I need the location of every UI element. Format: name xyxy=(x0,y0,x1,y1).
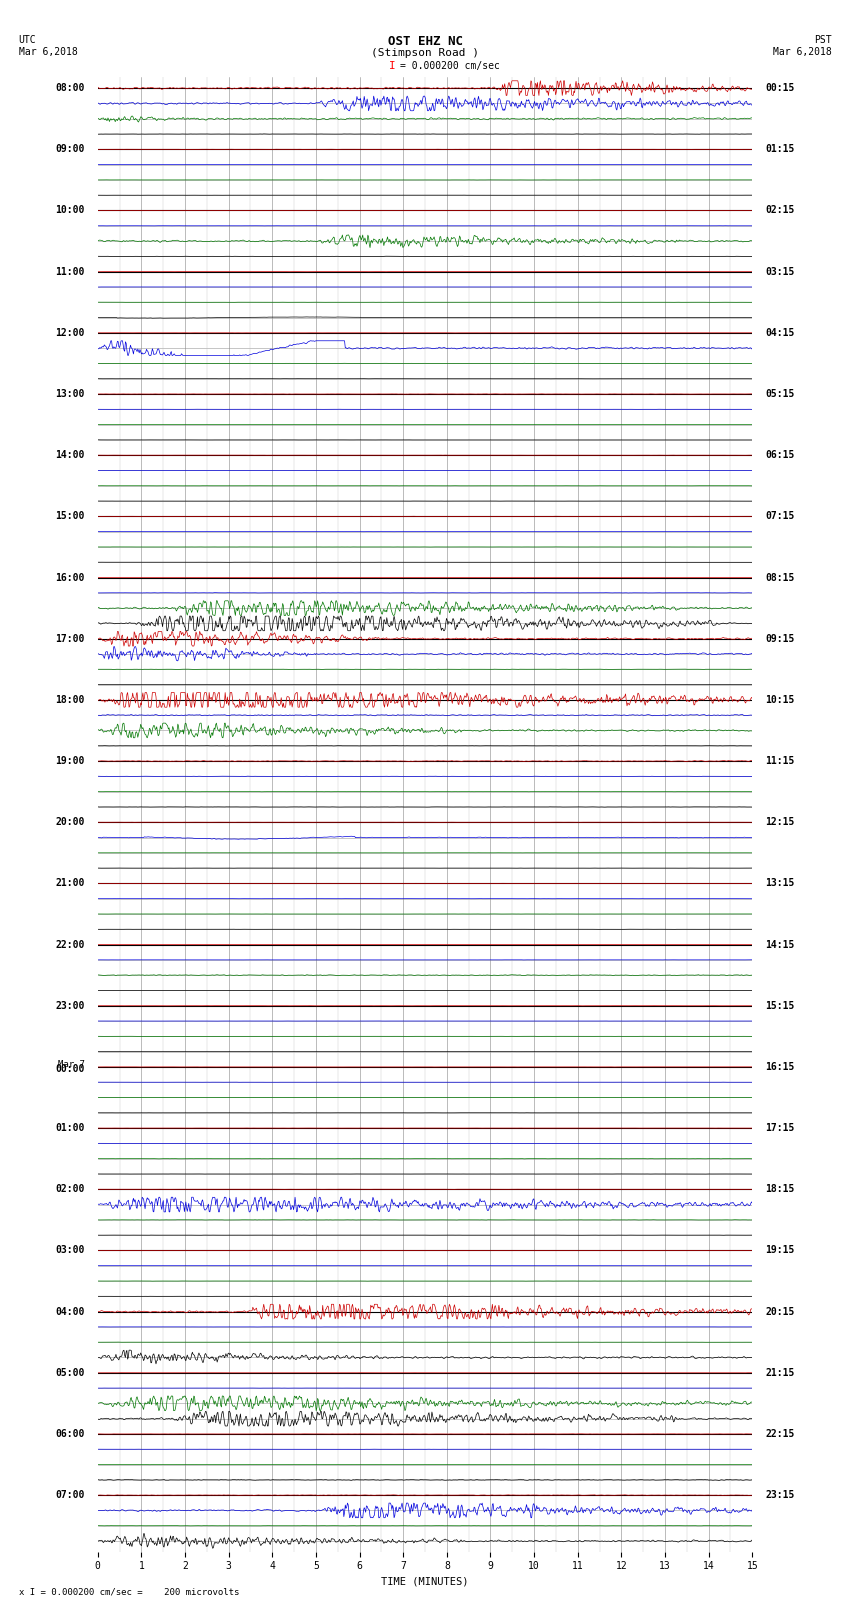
Text: OST EHZ NC: OST EHZ NC xyxy=(388,35,462,48)
Text: 20:00: 20:00 xyxy=(55,818,85,827)
Text: 02:00: 02:00 xyxy=(55,1184,85,1194)
Text: 05:00: 05:00 xyxy=(55,1368,85,1378)
Text: 12:15: 12:15 xyxy=(765,818,795,827)
Text: 15:00: 15:00 xyxy=(55,511,85,521)
Text: 05:15: 05:15 xyxy=(765,389,795,398)
Text: 17:00: 17:00 xyxy=(55,634,85,644)
Text: 04:00: 04:00 xyxy=(55,1307,85,1316)
Text: 06:15: 06:15 xyxy=(765,450,795,460)
Text: 19:15: 19:15 xyxy=(765,1245,795,1255)
Text: 00:15: 00:15 xyxy=(765,84,795,94)
Text: 04:15: 04:15 xyxy=(765,327,795,337)
Text: 03:00: 03:00 xyxy=(55,1245,85,1255)
Text: 15:15: 15:15 xyxy=(765,1000,795,1011)
Text: 23:00: 23:00 xyxy=(55,1000,85,1011)
Text: 12:00: 12:00 xyxy=(55,327,85,337)
Text: 11:00: 11:00 xyxy=(55,266,85,277)
Text: 13:00: 13:00 xyxy=(55,389,85,398)
Text: 00:00: 00:00 xyxy=(55,1065,85,1074)
Text: 07:15: 07:15 xyxy=(765,511,795,521)
Text: 18:00: 18:00 xyxy=(55,695,85,705)
Text: 09:15: 09:15 xyxy=(765,634,795,644)
Text: 14:00: 14:00 xyxy=(55,450,85,460)
Text: 11:15: 11:15 xyxy=(765,756,795,766)
Text: 07:00: 07:00 xyxy=(55,1490,85,1500)
Text: 03:15: 03:15 xyxy=(765,266,795,277)
Text: 18:15: 18:15 xyxy=(765,1184,795,1194)
X-axis label: TIME (MINUTES): TIME (MINUTES) xyxy=(382,1578,468,1587)
Text: 19:00: 19:00 xyxy=(55,756,85,766)
Text: 01:15: 01:15 xyxy=(765,144,795,155)
Text: 21:00: 21:00 xyxy=(55,879,85,889)
Text: Mar 6,2018: Mar 6,2018 xyxy=(773,47,831,56)
Text: PST: PST xyxy=(813,35,831,45)
Text: 22:15: 22:15 xyxy=(765,1429,795,1439)
Text: 08:00: 08:00 xyxy=(55,84,85,94)
Text: 02:15: 02:15 xyxy=(765,205,795,216)
Text: UTC: UTC xyxy=(19,35,37,45)
Text: 06:00: 06:00 xyxy=(55,1429,85,1439)
Text: = 0.000200 cm/sec: = 0.000200 cm/sec xyxy=(400,61,499,71)
Text: x I = 0.000200 cm/sec =    200 microvolts: x I = 0.000200 cm/sec = 200 microvolts xyxy=(19,1587,239,1597)
Text: 16:00: 16:00 xyxy=(55,573,85,582)
Text: Mar 6,2018: Mar 6,2018 xyxy=(19,47,77,56)
Text: 09:00: 09:00 xyxy=(55,144,85,155)
Text: 22:00: 22:00 xyxy=(55,939,85,950)
Text: 14:15: 14:15 xyxy=(765,939,795,950)
Text: 21:15: 21:15 xyxy=(765,1368,795,1378)
Text: 17:15: 17:15 xyxy=(765,1123,795,1132)
Text: Mar 7: Mar 7 xyxy=(58,1060,85,1069)
Text: 13:15: 13:15 xyxy=(765,879,795,889)
Text: 23:15: 23:15 xyxy=(765,1490,795,1500)
Text: 01:00: 01:00 xyxy=(55,1123,85,1132)
Text: 20:15: 20:15 xyxy=(765,1307,795,1316)
Text: 10:00: 10:00 xyxy=(55,205,85,216)
Text: (Stimpson Road ): (Stimpson Road ) xyxy=(371,48,479,58)
Text: I: I xyxy=(388,61,395,71)
Text: 08:15: 08:15 xyxy=(765,573,795,582)
Text: 10:15: 10:15 xyxy=(765,695,795,705)
Text: 16:15: 16:15 xyxy=(765,1061,795,1073)
